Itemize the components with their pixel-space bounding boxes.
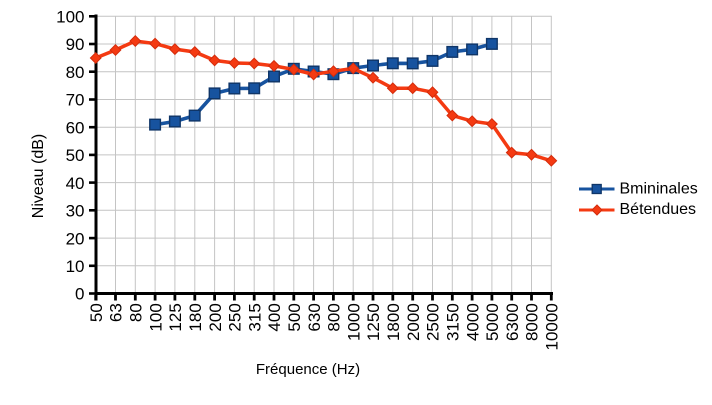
svg-text:180: 180 (186, 303, 205, 331)
svg-text:1000: 1000 (344, 303, 363, 341)
svg-text:0: 0 (75, 285, 84, 304)
svg-text:90: 90 (66, 35, 85, 54)
svg-text:Fréquence (Hz): Fréquence (Hz) (256, 361, 360, 378)
svg-text:500: 500 (285, 303, 304, 331)
svg-text:315: 315 (245, 303, 264, 331)
svg-text:20: 20 (66, 229, 85, 248)
svg-text:Bmininales: Bmininales (620, 181, 698, 198)
svg-text:2500: 2500 (424, 303, 443, 341)
svg-text:10000: 10000 (543, 303, 562, 350)
svg-text:800: 800 (325, 303, 344, 331)
svg-text:40: 40 (66, 174, 85, 193)
svg-text:200: 200 (206, 303, 225, 331)
svg-text:80: 80 (127, 303, 146, 322)
svg-text:6300: 6300 (503, 303, 522, 341)
svg-text:8000: 8000 (523, 303, 542, 341)
svg-text:100: 100 (146, 303, 165, 331)
svg-text:Bétendues: Bétendues (620, 201, 697, 218)
svg-text:630: 630 (305, 303, 324, 331)
svg-text:63: 63 (107, 303, 126, 322)
svg-text:10: 10 (66, 257, 85, 276)
svg-text:Niveau (dB): Niveau (dB) (30, 134, 47, 218)
svg-text:5000: 5000 (483, 303, 502, 341)
svg-text:125: 125 (166, 303, 185, 331)
svg-text:1800: 1800 (384, 303, 403, 341)
svg-text:4000: 4000 (463, 303, 482, 341)
svg-text:70: 70 (66, 91, 85, 110)
svg-text:3150: 3150 (444, 303, 463, 341)
svg-text:100: 100 (56, 8, 84, 27)
svg-text:30: 30 (66, 202, 85, 221)
svg-text:60: 60 (66, 118, 85, 137)
svg-text:400: 400 (265, 303, 284, 331)
svg-text:2000: 2000 (404, 303, 423, 341)
svg-text:50: 50 (66, 146, 85, 165)
svg-text:80: 80 (66, 63, 85, 82)
svg-text:1250: 1250 (364, 303, 383, 341)
svg-text:50: 50 (87, 303, 106, 322)
svg-text:250: 250 (226, 303, 245, 331)
